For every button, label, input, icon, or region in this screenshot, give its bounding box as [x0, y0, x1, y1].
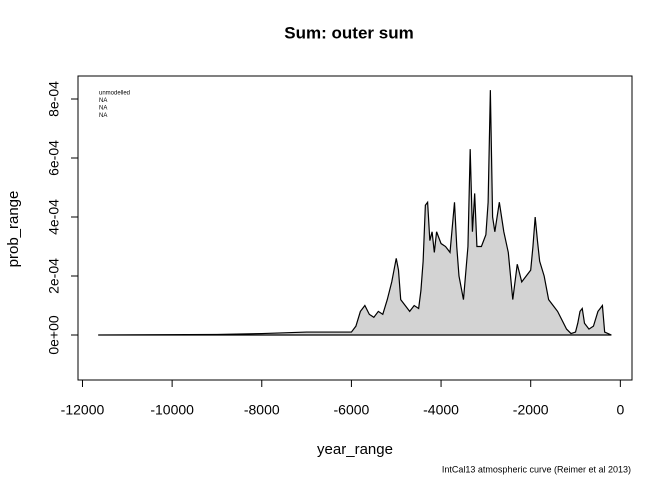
- x-tick-label: -10000: [150, 402, 194, 418]
- x-tick-label: -6000: [334, 402, 370, 418]
- y-tick-label: 2e-04: [46, 258, 62, 294]
- x-tick-label: -12000: [61, 402, 105, 418]
- chart-title: Sum: outer sum: [284, 23, 413, 42]
- legend-text: NA: [99, 98, 107, 104]
- x-tick-label: -4000: [423, 402, 459, 418]
- x-tick-label: -8000: [244, 402, 280, 418]
- x-axis-label: year_range: [317, 441, 393, 458]
- y-tick-label: 6e-04: [46, 140, 62, 176]
- y-axis-label: prob_range: [5, 191, 22, 268]
- caption: IntCal13 atmospheric curve (Reimer et al…: [442, 464, 631, 474]
- legend-text: unmodelled: [99, 91, 130, 97]
- legend-text: NA: [99, 113, 107, 119]
- area: [98, 90, 612, 336]
- y-tick-label: 8e-04: [46, 81, 62, 117]
- y-tick-label: 4e-04: [46, 199, 62, 235]
- legend-text: NA: [99, 106, 107, 112]
- y-tick-label: 0e+00: [46, 315, 62, 355]
- x-tick-label: -2000: [513, 402, 549, 418]
- x-tick-label: 0: [616, 402, 624, 418]
- plot-frame: [77, 75, 633, 381]
